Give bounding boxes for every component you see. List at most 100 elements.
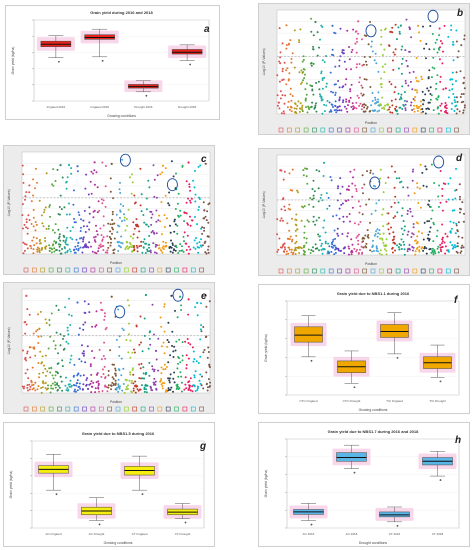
snp-point (107, 241, 110, 244)
snp-point (312, 220, 315, 223)
panel-letter-c: c (201, 154, 207, 165)
snp-point (122, 367, 125, 370)
snp-point (22, 181, 25, 184)
snp-point (439, 75, 442, 78)
snp-point (287, 207, 290, 210)
snp-point (173, 220, 176, 223)
snp-point (190, 197, 193, 200)
snp-point (84, 187, 87, 190)
snp-point (353, 222, 356, 225)
snp-point (434, 41, 437, 44)
snp-point (159, 316, 162, 319)
snp-point (323, 61, 326, 63)
snp-point (94, 387, 97, 390)
snp-point (336, 187, 339, 190)
snp-point (117, 390, 120, 393)
snp-point (278, 60, 281, 63)
snp-point (114, 379, 117, 382)
snp-point (411, 170, 414, 173)
snp-point (145, 208, 148, 211)
snp-point (365, 203, 368, 206)
snp-point (95, 310, 98, 313)
snp-point (351, 251, 354, 254)
snp-point (306, 182, 309, 185)
snp-point (26, 227, 29, 230)
snp-point (48, 204, 51, 207)
snp-peak-point (161, 164, 165, 167)
snp-point (334, 251, 337, 254)
snp-point (74, 245, 77, 248)
snp-point (149, 251, 152, 254)
snp-point (113, 222, 116, 225)
snp-point (51, 229, 54, 232)
snp-point (207, 351, 210, 353)
legend-swatch (190, 406, 196, 412)
snp-point (193, 239, 196, 242)
snp-point (455, 80, 457, 82)
snp-point (425, 42, 428, 45)
snp-point (401, 207, 404, 210)
y-axis-label: -Log10 (P-Values) (262, 48, 266, 75)
snp-point (322, 175, 325, 177)
chart-a: Grain yield during 2016 and 2018Growing … (11, 10, 210, 118)
snp-point (350, 51, 353, 54)
snp-point (114, 372, 116, 375)
snp-point (385, 249, 388, 252)
snp-point (347, 185, 350, 188)
snp-point (61, 389, 64, 392)
snp-point (92, 216, 95, 219)
snp-point (153, 178, 156, 181)
snp-point (371, 250, 373, 253)
snp-point (125, 218, 128, 220)
snp-point (447, 35, 450, 38)
snp-point (326, 207, 329, 210)
snp-point (183, 240, 185, 243)
snp-point (55, 331, 58, 334)
snp-point (201, 244, 204, 247)
snp-point (415, 247, 418, 250)
snp-point (188, 185, 191, 188)
snp-point (436, 51, 439, 54)
snp-point (73, 248, 76, 251)
snp-point (106, 235, 109, 238)
snp-point (103, 318, 106, 321)
snp-point (25, 243, 28, 246)
snp-point (358, 76, 361, 79)
snp-point (360, 84, 363, 87)
snp-point (291, 95, 294, 97)
snp-point (199, 373, 202, 376)
snp-point (132, 367, 134, 370)
snp-point (173, 230, 176, 233)
snp-point (100, 375, 103, 378)
legend-swatch (65, 267, 71, 273)
snp-point (411, 249, 414, 252)
snp-point (423, 247, 426, 250)
snp-point (452, 59, 455, 62)
snp-point (278, 27, 281, 30)
snp-point (410, 101, 413, 104)
snp-point (65, 340, 68, 343)
snp-point (463, 104, 466, 107)
snp-point (447, 249, 450, 252)
snp-point (107, 370, 110, 372)
snp-point (142, 366, 145, 369)
snp-point (411, 232, 414, 235)
snp-point (356, 40, 358, 43)
snp-point (289, 93, 292, 96)
snp-point (123, 219, 126, 222)
snp-point (199, 164, 202, 167)
snp-point (451, 247, 454, 250)
snp-point (379, 168, 382, 171)
snp-point (68, 385, 71, 388)
snp-point (85, 383, 88, 386)
snp-point (401, 233, 404, 236)
snp-point (88, 311, 91, 314)
legend-swatch (124, 267, 129, 273)
snp-point (40, 214, 43, 217)
snp-point (405, 18, 408, 21)
outlier-point (310, 523, 313, 526)
snp-point (334, 91, 337, 94)
snp-point (150, 231, 153, 234)
snp-point (77, 241, 80, 244)
snp-point (55, 249, 58, 251)
